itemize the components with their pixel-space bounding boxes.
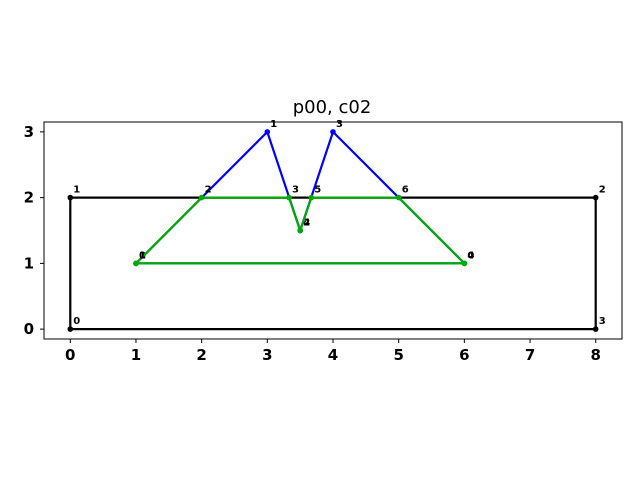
x-tick-label-6: 6 (459, 346, 469, 364)
series-0-point-label-0: 0 (73, 316, 80, 327)
series-1-point-label-2: 2 (303, 218, 310, 229)
series-2-point-2 (286, 194, 292, 201)
series-1-point-1 (264, 129, 271, 135)
y-tick-label-3: 3 (24, 123, 34, 141)
x-tick-label-4: 4 (328, 346, 338, 364)
series-0-point-label-3: 3 (599, 316, 606, 327)
plot-frame (43, 121, 623, 340)
y-tick-label-1: 1 (24, 254, 34, 272)
chart-title: p00, c02 (293, 97, 372, 118)
series-2-point-label-5: 6 (402, 185, 409, 196)
series-0-point-3 (592, 326, 599, 332)
series-2-point-label-1: 2 (205, 185, 212, 196)
y-tick-label-2: 2 (24, 189, 34, 207)
series-1-point-label-1: 1 (270, 119, 277, 130)
series-1: 0 1 2 3 4 (133, 119, 474, 267)
x-tick-label-0: 0 (65, 346, 75, 364)
series-2-point-3 (297, 227, 304, 234)
tick-layer: 0 1 2 3 4 5 6 7 8 0 1 2 3 (24, 123, 601, 364)
series-0: 0 1 2 3 (67, 185, 606, 332)
series-2-point-label-4: 5 (314, 185, 321, 196)
x-tick-label-1: 1 (131, 346, 141, 364)
series-2-point-6 (461, 260, 468, 267)
x-tick-label-7: 7 (525, 346, 535, 364)
series-0-point-label-1: 1 (73, 185, 80, 196)
series-2-point-label-6: 0 (467, 250, 474, 261)
series-1-point-label-4: 4 (467, 250, 474, 261)
series-2-point-4 (308, 194, 315, 201)
series-0-point-2 (592, 194, 599, 201)
series-2-line (133, 196, 468, 265)
series-1-point-3 (330, 129, 336, 135)
series-0-point-0 (67, 326, 74, 332)
series-2-point-0 (133, 260, 139, 267)
series-2-point-1 (198, 194, 205, 201)
series-2-point-label-2: 3 (292, 185, 299, 196)
x-tick-label-3: 3 (262, 346, 272, 364)
series-2-point-5 (395, 194, 402, 201)
x-tick-label-5: 5 (393, 346, 403, 364)
series-2-point-label-0: 1 (139, 250, 146, 261)
series-2-point-label-3: 4 (303, 218, 310, 229)
series-0-point-1 (67, 194, 74, 201)
x-tick-label-8: 8 (591, 346, 601, 364)
x-tick-label-2: 2 (196, 346, 206, 364)
series-0-point-label-2: 2 (599, 185, 606, 196)
series-2: 1 2 3 4 5 6 0 (133, 185, 474, 267)
series-1-point-label-3: 3 (336, 119, 343, 130)
y-tick-label-0: 0 (24, 320, 34, 338)
